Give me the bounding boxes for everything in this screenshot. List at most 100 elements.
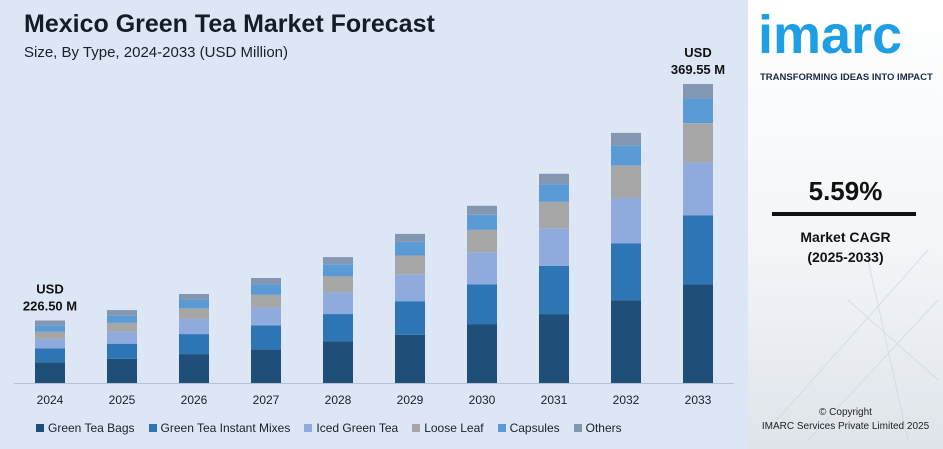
bar-segment-2030-green-tea-bags xyxy=(467,324,497,383)
bar-segment-2028-others xyxy=(323,257,353,265)
bar-segment-2030-iced-green-tea xyxy=(467,252,497,285)
bar-segment-2029-others xyxy=(395,233,425,242)
bar-segment-2026-green-tea-instant-mixes xyxy=(179,334,209,355)
bar-segment-2024-green-tea-instant-mixes xyxy=(35,348,65,363)
legend-label: Green Tea Instant Mixes xyxy=(160,421,291,435)
bar-segment-2032-green-tea-bags xyxy=(611,300,641,383)
bar-segment-2026-loose-leaf xyxy=(179,308,209,319)
copyright-line1: © Copyright xyxy=(819,407,872,418)
legend-item-loose-leaf: Loose Leaf xyxy=(412,421,484,435)
bar-segment-2029-green-tea-instant-mixes xyxy=(395,301,425,335)
cagr-divider xyxy=(772,212,916,216)
x-tick-label-2028: 2028 xyxy=(325,393,352,407)
bar-segment-2032-loose-leaf xyxy=(611,165,641,198)
bar-segment-2033-iced-green-tea xyxy=(683,162,713,216)
bar-segment-2031-capsules xyxy=(539,184,569,202)
bar-segment-2028-capsules xyxy=(323,264,353,277)
bar-segment-2031-iced-green-tea xyxy=(539,228,569,266)
bar-segment-2028-green-tea-instant-mixes xyxy=(323,314,353,342)
legend-swatch xyxy=(304,424,313,432)
x-tick-label-2031: 2031 xyxy=(541,393,568,407)
bar-segment-2030-green-tea-instant-mixes xyxy=(467,284,497,325)
page-title: Mexico Green Tea Market Forecast xyxy=(24,10,435,38)
sidebar: imarc TRANSFORMING IDEAS INTO IMPACT 5.5… xyxy=(748,0,943,449)
bar-segment-2025-green-tea-bags xyxy=(107,359,137,383)
legend-item-green-tea-bags: Green Tea Bags xyxy=(36,421,135,435)
bar-segment-2026-others xyxy=(179,294,209,300)
bar-segment-2027-capsules xyxy=(251,284,281,295)
cagr-label: Market CAGR (2025-2033) xyxy=(748,227,943,267)
legend-label: Loose Leaf xyxy=(424,421,484,435)
bar-segment-2026-green-tea-bags xyxy=(179,354,209,383)
bar-segment-2029-capsules xyxy=(395,241,425,256)
bar-segment-2025-capsules xyxy=(107,315,137,323)
legend-item-green-tea-instant-mixes: Green Tea Instant Mixes xyxy=(148,421,291,435)
legend-item-others: Others xyxy=(573,421,622,435)
bar-segment-2029-loose-leaf xyxy=(395,255,425,275)
bar-segment-2025-green-tea-instant-mixes xyxy=(107,343,137,359)
bar-segment-2031-green-tea-bags xyxy=(539,314,569,383)
chart-panel: Mexico Green Tea Market Forecast Size, B… xyxy=(14,10,734,436)
legend-label: Green Tea Bags xyxy=(48,421,135,435)
bar-segment-2030-loose-leaf xyxy=(467,229,497,253)
bar-segment-2032-green-tea-instant-mixes xyxy=(611,243,641,301)
cagr-label-line2: (2025-2033) xyxy=(807,249,884,265)
stacked-bar-chart: 2024 2025 2026 2027 2028 2029 2030 2031 2032 2033… xyxy=(14,45,734,407)
x-tick-label-2026: 2026 xyxy=(181,393,208,407)
bar-segment-2028-loose-leaf xyxy=(323,276,353,293)
x-tick-label-2027: 2027 xyxy=(253,393,280,407)
bar-segment-2024-others xyxy=(35,320,65,326)
bar-segment-2027-iced-green-tea xyxy=(251,307,281,326)
legend-swatch xyxy=(412,424,421,432)
bar-segment-2024-capsules xyxy=(35,325,65,332)
bar-segment-2027-green-tea-instant-mixes xyxy=(251,325,281,350)
background-decoration xyxy=(767,249,939,441)
x-tick-label-2033: 2033 xyxy=(685,393,712,407)
bar-segment-2024-green-tea-bags xyxy=(35,362,65,383)
bar-segment-2024-loose-leaf xyxy=(35,331,65,339)
bar-segment-2030-capsules xyxy=(467,214,497,230)
legend-label: Capsules xyxy=(509,421,560,435)
bar-segment-2024-iced-green-tea xyxy=(35,338,65,349)
copyright-line2: IMARC Services Private Limited 2025 xyxy=(761,421,930,432)
x-tick-label-2024: 2024 xyxy=(37,393,64,407)
bar-segment-2025-iced-green-tea xyxy=(107,331,137,344)
x-tick-label-2032: 2032 xyxy=(613,393,640,407)
bar-segment-2027-others xyxy=(251,278,281,285)
bar-segment-2033-others xyxy=(683,84,713,99)
legend-item-iced-green-tea: Iced Green Tea xyxy=(304,421,398,435)
bar-segment-2032-capsules xyxy=(611,145,641,166)
legend-swatch xyxy=(497,424,506,432)
end-value-label-line2: 369.55 M xyxy=(671,62,725,77)
bar-segment-2031-others xyxy=(539,173,569,185)
copyright: © Copyright IMARC Services Private Limit… xyxy=(748,406,943,434)
bar-segment-2033-loose-leaf xyxy=(683,123,713,163)
bar-segment-2025-others xyxy=(107,310,137,316)
x-tick-label-2025: 2025 xyxy=(109,393,136,407)
imarc-logo: imarc xyxy=(758,5,903,65)
bar-segment-2027-green-tea-bags xyxy=(251,349,281,383)
bar-segment-2025-loose-leaf xyxy=(107,322,137,332)
logo-tagline: TRANSFORMING IDEAS INTO IMPACT xyxy=(760,72,933,83)
bar-segment-2033-capsules xyxy=(683,98,713,124)
x-tick-label-2030: 2030 xyxy=(469,393,496,407)
bar-segment-2033-green-tea-bags xyxy=(683,284,713,383)
bar-segment-2031-green-tea-instant-mixes xyxy=(539,266,569,315)
cagr-label-line1: Market CAGR xyxy=(800,229,891,245)
chart-legend: Green Tea Bags Green Tea Instant Mixes Ice… xyxy=(36,420,636,436)
start-value-label-line1: USD xyxy=(36,282,63,297)
bar-segment-2029-iced-green-tea xyxy=(395,274,425,302)
legend-swatch xyxy=(36,424,44,432)
end-value-label-line1: USD xyxy=(684,45,711,60)
x-tick-label-2029: 2029 xyxy=(397,393,424,407)
legend-label: Others xyxy=(585,421,622,435)
legend-swatch xyxy=(148,424,157,432)
legend-item-capsules: Capsules xyxy=(497,421,560,435)
bar-segment-2026-capsules xyxy=(179,299,209,309)
page-subtitle: Size, By Type, 2024-2033 (USD Million) xyxy=(24,44,289,61)
cagr-value: 5.59% xyxy=(808,176,883,206)
bar-segment-2028-iced-green-tea xyxy=(323,292,353,314)
bar-segment-2033-green-tea-instant-mixes xyxy=(683,215,713,285)
start-value-label-line2: 226.50 M xyxy=(23,299,77,314)
bar-segment-2026-iced-green-tea xyxy=(179,318,209,335)
